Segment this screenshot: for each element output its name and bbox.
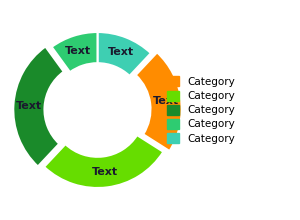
Text: Text: Text: [16, 101, 42, 111]
Text: Text: Text: [107, 47, 134, 57]
Wedge shape: [13, 46, 64, 167]
Text: Text: Text: [65, 46, 91, 56]
Wedge shape: [52, 32, 98, 72]
Wedge shape: [44, 135, 164, 188]
Wedge shape: [98, 32, 151, 76]
Text: Text: Text: [92, 167, 119, 177]
Legend: Category, Category, Category, Category, Category: Category, Category, Category, Category, …: [165, 74, 237, 146]
Text: Text: Text: [152, 96, 179, 106]
Wedge shape: [136, 52, 182, 151]
